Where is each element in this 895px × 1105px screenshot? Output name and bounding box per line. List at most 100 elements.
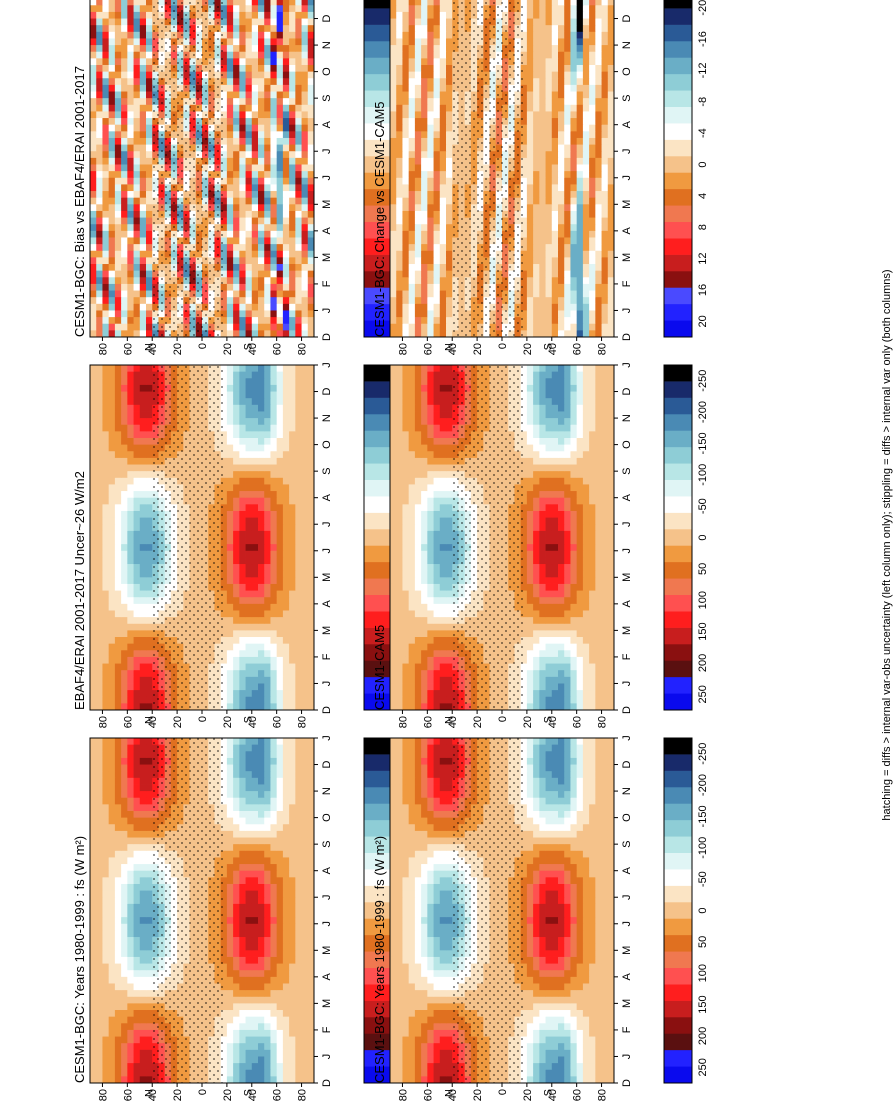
heatmap-cell — [127, 870, 134, 878]
heatmap-cell — [276, 576, 284, 584]
heatmap-cell — [251, 543, 259, 551]
heatmap-cell — [427, 744, 434, 752]
heatmap-cell — [90, 810, 97, 818]
heatmap-cell — [90, 669, 97, 677]
colorbar-swatch — [364, 1049, 392, 1067]
heatmap-cell — [258, 949, 265, 957]
heatmap-cell — [90, 850, 97, 858]
heatmap-cell — [139, 643, 147, 651]
heatmap-cell — [121, 837, 128, 845]
heatmap-cell — [108, 843, 116, 851]
heatmap-cell — [433, 870, 441, 878]
heatmap-cell — [558, 1042, 565, 1050]
heatmap-cell — [108, 956, 116, 964]
heatmap-cell — [121, 896, 128, 904]
heatmap-cell — [601, 890, 609, 898]
heatmap-cell — [146, 910, 153, 918]
heatmap-cell — [295, 923, 302, 931]
heatmap-cell — [289, 923, 296, 931]
heatmap-cell — [289, 1029, 296, 1037]
heatmap-cell — [270, 903, 278, 911]
heatmap-cell — [102, 737, 110, 745]
heatmap-cell — [114, 523, 122, 531]
heatmap-cell — [526, 1069, 534, 1077]
heatmap-cell — [233, 883, 240, 891]
heatmap-cell — [90, 623, 97, 631]
heatmap-cell — [96, 676, 103, 684]
heatmap-cell — [270, 576, 278, 584]
heatmap-cell — [533, 976, 540, 984]
heatmap-cell — [307, 1016, 315, 1024]
heatmap-cell — [427, 956, 434, 964]
heatmap-cell — [607, 1062, 615, 1070]
heatmap-cell — [576, 850, 584, 858]
heatmap-cell — [390, 983, 397, 991]
heatmap-cell — [427, 1009, 434, 1017]
heatmap-cell — [396, 863, 403, 871]
heatmap-cell — [96, 683, 103, 691]
heatmap-cell — [114, 963, 122, 971]
heatmap-cell — [127, 1056, 134, 1064]
heatmap-cell — [289, 1042, 296, 1050]
colorbar-swatch — [364, 934, 392, 952]
heatmap-cell — [421, 1069, 428, 1077]
heatmap-cell — [127, 1022, 134, 1030]
heatmap-cell — [396, 883, 403, 891]
heatmap-cell — [264, 1056, 271, 1064]
heatmap-cell — [289, 969, 296, 977]
heatmap-cell — [402, 1062, 410, 1070]
heatmap-cell — [233, 1075, 240, 1083]
heatmap-cell — [121, 649, 128, 657]
heatmap-cell — [582, 777, 590, 785]
heatmap-cell — [276, 823, 284, 831]
heatmap-cell — [139, 523, 147, 531]
heatmap-cell — [576, 770, 584, 778]
heatmap-cell — [551, 757, 559, 765]
heatmap-cell — [433, 737, 441, 745]
heatmap-cell — [307, 983, 315, 991]
heatmap-cell — [276, 883, 284, 891]
heatmap-cell — [133, 1056, 141, 1064]
heatmap-cell — [282, 757, 290, 765]
heatmap-cell — [96, 770, 103, 778]
heatmap-cell — [90, 590, 97, 598]
heatmap-cell — [295, 817, 302, 825]
heatmap-cell — [226, 1022, 234, 1030]
heatmap-cell — [121, 949, 128, 957]
heatmap-cell — [402, 830, 410, 838]
heatmap-cell — [307, 949, 315, 957]
heatmap-cell — [90, 969, 97, 977]
heatmap-cell — [607, 883, 615, 891]
month-tick-label: N — [321, 787, 333, 795]
heatmap-cell — [108, 643, 116, 651]
heatmap-cell — [270, 797, 278, 805]
heatmap-cell — [282, 976, 290, 984]
heatmap-cell — [226, 930, 234, 938]
heatmap-cell — [239, 663, 246, 671]
heatmap-cell — [402, 850, 410, 858]
heatmap-cell — [90, 523, 97, 531]
heatmap-cell — [589, 890, 596, 898]
heatmap-cell — [601, 837, 609, 845]
heatmap-cell — [558, 770, 565, 778]
heatmap-cell — [433, 830, 441, 838]
heatmap-cell — [102, 610, 110, 618]
heatmap-cell — [233, 1042, 240, 1050]
heatmap-cell — [233, 850, 240, 858]
heatmap-cell — [233, 1022, 240, 1030]
heatmap-cell — [526, 1062, 534, 1070]
heatmap-cell — [307, 636, 315, 644]
month-tick-label: J — [621, 1054, 633, 1060]
heatmap-cell — [264, 1022, 271, 1030]
heatmap-cell — [295, 643, 302, 651]
heatmap-cell — [533, 857, 540, 865]
heatmap-cell — [446, 1062, 453, 1070]
heatmap-cell — [289, 1049, 296, 1057]
heatmap-cell — [121, 629, 128, 638]
heatmap-cell — [258, 1069, 265, 1077]
heatmap-cell — [408, 956, 416, 964]
heatmap-cell — [545, 837, 553, 845]
heatmap-cell — [264, 923, 271, 931]
heatmap-cell — [539, 817, 546, 825]
heatmap-cell — [121, 1036, 128, 1044]
